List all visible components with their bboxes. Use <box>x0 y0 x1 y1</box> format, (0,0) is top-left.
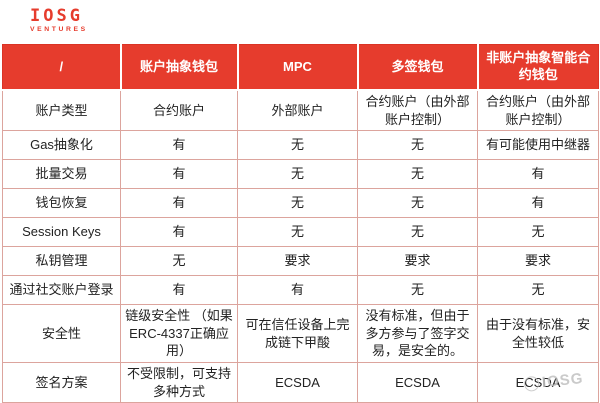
table-cell: 不受限制，可支持 多种方式 <box>120 362 238 403</box>
column-header: 非账户抽象智能合 约钱包 <box>476 44 599 91</box>
header-row: / 账户抽象钱包 MPC 多签钱包 非账户抽象智能合 约钱包 <box>2 44 599 91</box>
column-header: MPC <box>236 44 359 91</box>
row-label: 签名方案 <box>2 362 121 403</box>
row-label: 通过社交账户登录 <box>2 275 121 306</box>
iosg-logo-subtext: VENTURES <box>30 26 88 33</box>
column-header: / <box>2 44 122 91</box>
table-cell: 有 <box>120 217 238 248</box>
table-cell: 没有标准，但由于 多方参与了签字交 易，是安全的。 <box>357 304 478 364</box>
row-label: 批量交易 <box>2 159 121 190</box>
table-row: 私钥管理无要求 要求 要求 <box>2 246 599 277</box>
row-label: 钱包恢复 <box>2 188 121 219</box>
table-cell: 可在信任设备上完 成链下甲酸 <box>237 304 358 364</box>
row-label: Gas抽象化 <box>2 130 121 161</box>
table-cell: 无 <box>237 159 358 190</box>
table-cell: 无 <box>237 217 358 248</box>
table-cell: 要求 <box>477 246 599 277</box>
table-cell: 无 <box>357 188 478 219</box>
iosg-logo-text: IOSG <box>30 6 83 26</box>
table-cell: 有可能使用中继器 <box>477 130 599 161</box>
row-label: 安全性 <box>2 304 121 364</box>
table-cell: 有 <box>477 188 599 219</box>
table-cell: 有 <box>120 188 238 219</box>
table-cell: 有 <box>120 159 238 190</box>
table-cell: 合约账户（由外部 账户控制） <box>357 89 478 132</box>
column-header: 多签钱包 <box>356 44 479 91</box>
table-cell: 有 <box>237 275 358 306</box>
table-cell: 无 <box>477 217 599 248</box>
table-cell: 有 <box>120 130 238 161</box>
table-cell: 合约账户（由外部 账户控制） <box>477 89 599 132</box>
row-label: 私钥管理 <box>2 246 121 277</box>
table-row: Session Keys 有无无无 <box>2 217 599 248</box>
table-cell: 外部账户 <box>237 89 358 132</box>
table-cell: 要求 <box>357 246 478 277</box>
table-cell: 有 <box>477 159 599 190</box>
table-body: 账户类型 合约账户 外部账户 合约账户（由外部 账户控制） 合约账户（由外部 账户控制）… <box>2 89 599 403</box>
table-cell: 无 <box>477 275 599 306</box>
table-row: 批量交易有无无有 <box>2 159 599 190</box>
table-cell: ECSDA <box>477 362 599 403</box>
table-row: 安全性 链级安全性 （如果 ERC-4337正确应 用） 可在信任设备上完 成链下甲… <box>2 304 599 364</box>
table-cell: 无 <box>237 188 358 219</box>
table-cell: 有 <box>120 275 238 306</box>
table-row: 签名方案 不受限制，可支持 多种方式 ECSDA ECSDA ECSDA <box>2 362 599 403</box>
iosg-logo: IOSG VENTURES <box>30 8 88 34</box>
table-row: Gas抽象化有无无有可能使用中继器 <box>2 130 599 161</box>
row-label: Session Keys <box>2 217 121 248</box>
table-row: 钱包恢复有无无有 <box>2 188 599 219</box>
table-cell: 无 <box>357 130 478 161</box>
table-row: 账户类型 合约账户 外部账户 合约账户（由外部 账户控制） 合约账户（由外部 账户控制） <box>2 89 599 132</box>
table-cell: 合约账户 <box>120 89 238 132</box>
table-cell: 无 <box>357 275 478 306</box>
table-cell: 无 <box>120 246 238 277</box>
table-cell: 要求 <box>237 246 358 277</box>
table-cell: ECSDA <box>237 362 358 403</box>
column-header: 账户抽象钱包 <box>119 44 239 91</box>
table-cell: 无 <box>237 130 358 161</box>
table-row: 通过社交账户登录有有无无 <box>2 275 599 306</box>
table-cell: ECSDA <box>357 362 478 403</box>
table-cell: 无 <box>357 159 478 190</box>
table-cell: 无 <box>357 217 478 248</box>
table-cell: 由于没有标准，安 全性较低 <box>477 304 599 364</box>
table-cell: 链级安全性 （如果 ERC-4337正确应 用） <box>120 304 238 364</box>
wallet-comparison-table: / 账户抽象钱包 MPC 多签钱包 非账户抽象智能合 约钱包 账户类型 合约账户 外部账户合… <box>2 44 599 403</box>
row-label: 账户类型 <box>2 89 121 132</box>
